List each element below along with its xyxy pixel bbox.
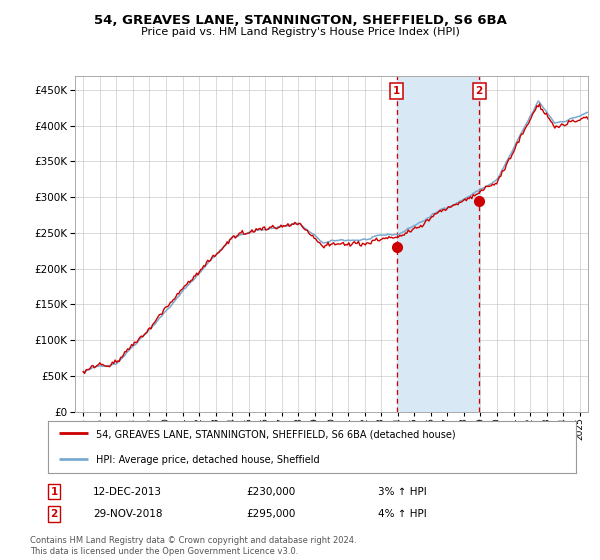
Text: Contains HM Land Registry data © Crown copyright and database right 2024.
This d: Contains HM Land Registry data © Crown c… — [30, 536, 356, 556]
Text: £230,000: £230,000 — [246, 487, 295, 497]
Text: 4% ↑ HPI: 4% ↑ HPI — [378, 509, 427, 519]
Text: 2: 2 — [50, 509, 58, 519]
Text: 2: 2 — [475, 86, 483, 96]
Text: 54, GREAVES LANE, STANNINGTON, SHEFFIELD, S6 6BA (detached house): 54, GREAVES LANE, STANNINGTON, SHEFFIELD… — [95, 429, 455, 439]
Text: 1: 1 — [393, 86, 400, 96]
Text: 29-NOV-2018: 29-NOV-2018 — [93, 509, 163, 519]
Text: £295,000: £295,000 — [246, 509, 295, 519]
Text: 3% ↑ HPI: 3% ↑ HPI — [378, 487, 427, 497]
Text: HPI: Average price, detached house, Sheffield: HPI: Average price, detached house, Shef… — [95, 455, 319, 465]
Text: Price paid vs. HM Land Registry's House Price Index (HPI): Price paid vs. HM Land Registry's House … — [140, 27, 460, 37]
Text: 1: 1 — [50, 487, 58, 497]
Bar — [397, 76, 479, 412]
Text: 12-DEC-2013: 12-DEC-2013 — [93, 487, 162, 497]
Text: 54, GREAVES LANE, STANNINGTON, SHEFFIELD, S6 6BA: 54, GREAVES LANE, STANNINGTON, SHEFFIELD… — [94, 14, 506, 27]
